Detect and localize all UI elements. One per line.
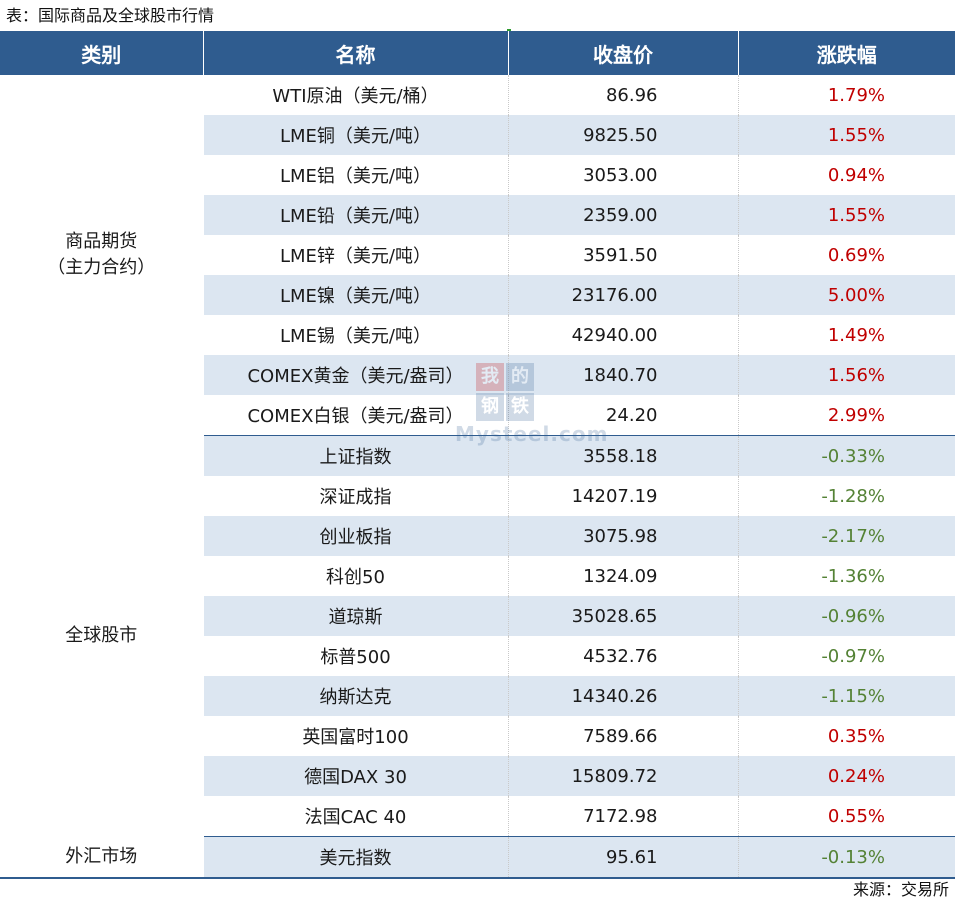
row-change: 1.49%: [827, 324, 885, 346]
row-name: 创业板指: [203, 516, 509, 556]
row-name: 标普500: [203, 636, 509, 676]
header-change: 涨跌幅: [738, 31, 955, 75]
row-change: -0.33%: [738, 435, 955, 476]
table-row: 纳斯达克 14340.26 -1.15%: [0, 676, 955, 716]
row-change: 5.00%: [738, 275, 955, 315]
row-close: 7172.98: [508, 796, 739, 837]
table-row: 深证成指 14207.19 -1.28%: [0, 476, 955, 516]
header-close: 收盘价: [508, 31, 739, 75]
table-row: COMEX黄金（美元/盎司） 1840.70 1.56%: [0, 355, 955, 395]
row-change: 1.79%: [827, 84, 885, 106]
row-close: 3591.50: [508, 235, 739, 275]
row-name: 纳斯达克: [203, 676, 509, 716]
header-name: 名称: [203, 31, 509, 75]
table-row: LME锌（美元/吨） 3591.50 0.69%: [0, 235, 955, 275]
row-change: -1.36%: [821, 565, 885, 587]
row-name: 英国富时100: [203, 716, 509, 756]
category-forex: 外汇市场: [0, 836, 204, 879]
row-name: LME镍（美元/吨）: [203, 275, 509, 315]
row-change: 2.99%: [738, 395, 955, 436]
row-name: LME锡（美元/吨）: [203, 315, 509, 355]
category-stocks: 全球股市: [0, 435, 204, 837]
table-row: LME铝（美元/吨） 3053.00 0.94%: [0, 155, 955, 195]
market-table: 类别 名称 收盘价 涨跌幅 商品期货 （主力合约） WTI原油（美元/桶） 86…: [0, 31, 955, 879]
row-close: 86.96: [508, 75, 739, 115]
row-name: 德国DAX 30: [203, 756, 509, 796]
row-change: 0.69%: [827, 244, 885, 266]
row-change: 1.55%: [738, 115, 955, 155]
row-name: LME锌（美元/吨）: [203, 235, 509, 275]
table-row: 标普500 4532.76 -0.97%: [0, 636, 955, 676]
row-close: 14340.26: [508, 676, 739, 716]
header-category: 类别: [0, 31, 204, 75]
row-name: COMEX黄金（美元/盎司）: [203, 355, 509, 395]
table-row: 外汇市场 美元指数 95.61 -0.13%: [0, 836, 955, 879]
row-change: -1.28%: [821, 485, 885, 507]
row-name: 科创50: [203, 556, 509, 596]
table-header-row: 类别 名称 收盘价 涨跌幅: [0, 31, 955, 75]
row-close: 14207.19: [508, 476, 739, 516]
row-close: 4532.76: [508, 636, 739, 676]
row-close: 7589.66: [508, 716, 739, 756]
row-close: 3558.18: [508, 435, 739, 476]
row-change: -2.17%: [738, 516, 955, 556]
row-change: 1.55%: [738, 195, 955, 235]
table-row: 德国DAX 30 15809.72 0.24%: [0, 756, 955, 796]
source-note: 来源：交易所: [852, 880, 949, 899]
row-change: 0.94%: [827, 164, 885, 186]
table-row: 商品期货 （主力合约） WTI原油（美元/桶） 86.96 1.79%: [0, 75, 955, 436]
row-change: 0.55%: [738, 796, 955, 837]
table-row: 创业板指 3075.98 -2.17%: [0, 516, 955, 556]
row-name: LME铝（美元/吨）: [203, 155, 509, 195]
row-change: 0.35%: [827, 725, 885, 747]
row-close: 3053.00: [508, 155, 739, 195]
row-change: 1.56%: [738, 355, 955, 395]
row-close: 42940.00: [508, 315, 739, 355]
row-change: -1.15%: [738, 676, 955, 716]
table-row: 法国CAC 40 7172.98 0.55%: [0, 796, 955, 837]
row-name: LME铜（美元/吨）: [203, 115, 509, 155]
table-row: LME铜（美元/吨） 9825.50 1.55%: [0, 115, 955, 155]
category-commodity-line1: 商品期货: [65, 231, 138, 253]
row-close: 2359.00: [508, 195, 739, 235]
row-close: 9825.50: [508, 115, 739, 155]
row-name: COMEX白银（美元/盎司）: [203, 395, 509, 436]
row-close: 95.61: [508, 836, 739, 879]
category-commodity-line2: （主力合约）: [47, 257, 156, 279]
table-row: COMEX白银（美元/盎司） 24.20 2.99%: [0, 395, 955, 436]
row-close: 15809.72: [508, 756, 739, 796]
row-change: 0.24%: [738, 756, 955, 796]
row-name: WTI原油（美元/桶）: [203, 75, 509, 115]
row-change: -0.97%: [821, 645, 885, 667]
table-row: 道琼斯 35028.65 -0.96%: [0, 596, 955, 636]
row-name: 道琼斯: [203, 596, 509, 636]
table-caption: 表：国际商品及全球股市行情: [6, 6, 215, 25]
table-row: LME铅（美元/吨） 2359.00 1.55%: [0, 195, 955, 235]
row-name: 美元指数: [203, 836, 509, 879]
table-row: 全球股市 上证指数 3558.18 -0.33%: [0, 435, 955, 837]
table-row: 科创50 1324.09 -1.36%: [0, 556, 955, 596]
table-row: 英国富时100 7589.66 0.35%: [0, 716, 955, 756]
row-name: 法国CAC 40: [203, 796, 509, 837]
row-close: 1324.09: [508, 556, 739, 596]
row-change: -0.96%: [738, 596, 955, 636]
row-name: 上证指数: [203, 435, 509, 476]
row-close: 35028.65: [508, 596, 739, 636]
table-row: LME镍（美元/吨） 23176.00 5.00%: [0, 275, 955, 315]
row-close: 1840.70: [508, 355, 739, 395]
table-row: LME锡（美元/吨） 42940.00 1.49%: [0, 315, 955, 355]
row-close: 3075.98: [508, 516, 739, 556]
row-close: 24.20: [508, 395, 739, 436]
category-commodity: 商品期货 （主力合约）: [0, 75, 204, 436]
row-close: 23176.00: [508, 275, 739, 315]
row-name: LME铅（美元/吨）: [203, 195, 509, 235]
row-change: -0.13%: [738, 836, 955, 879]
row-name: 深证成指: [203, 476, 509, 516]
